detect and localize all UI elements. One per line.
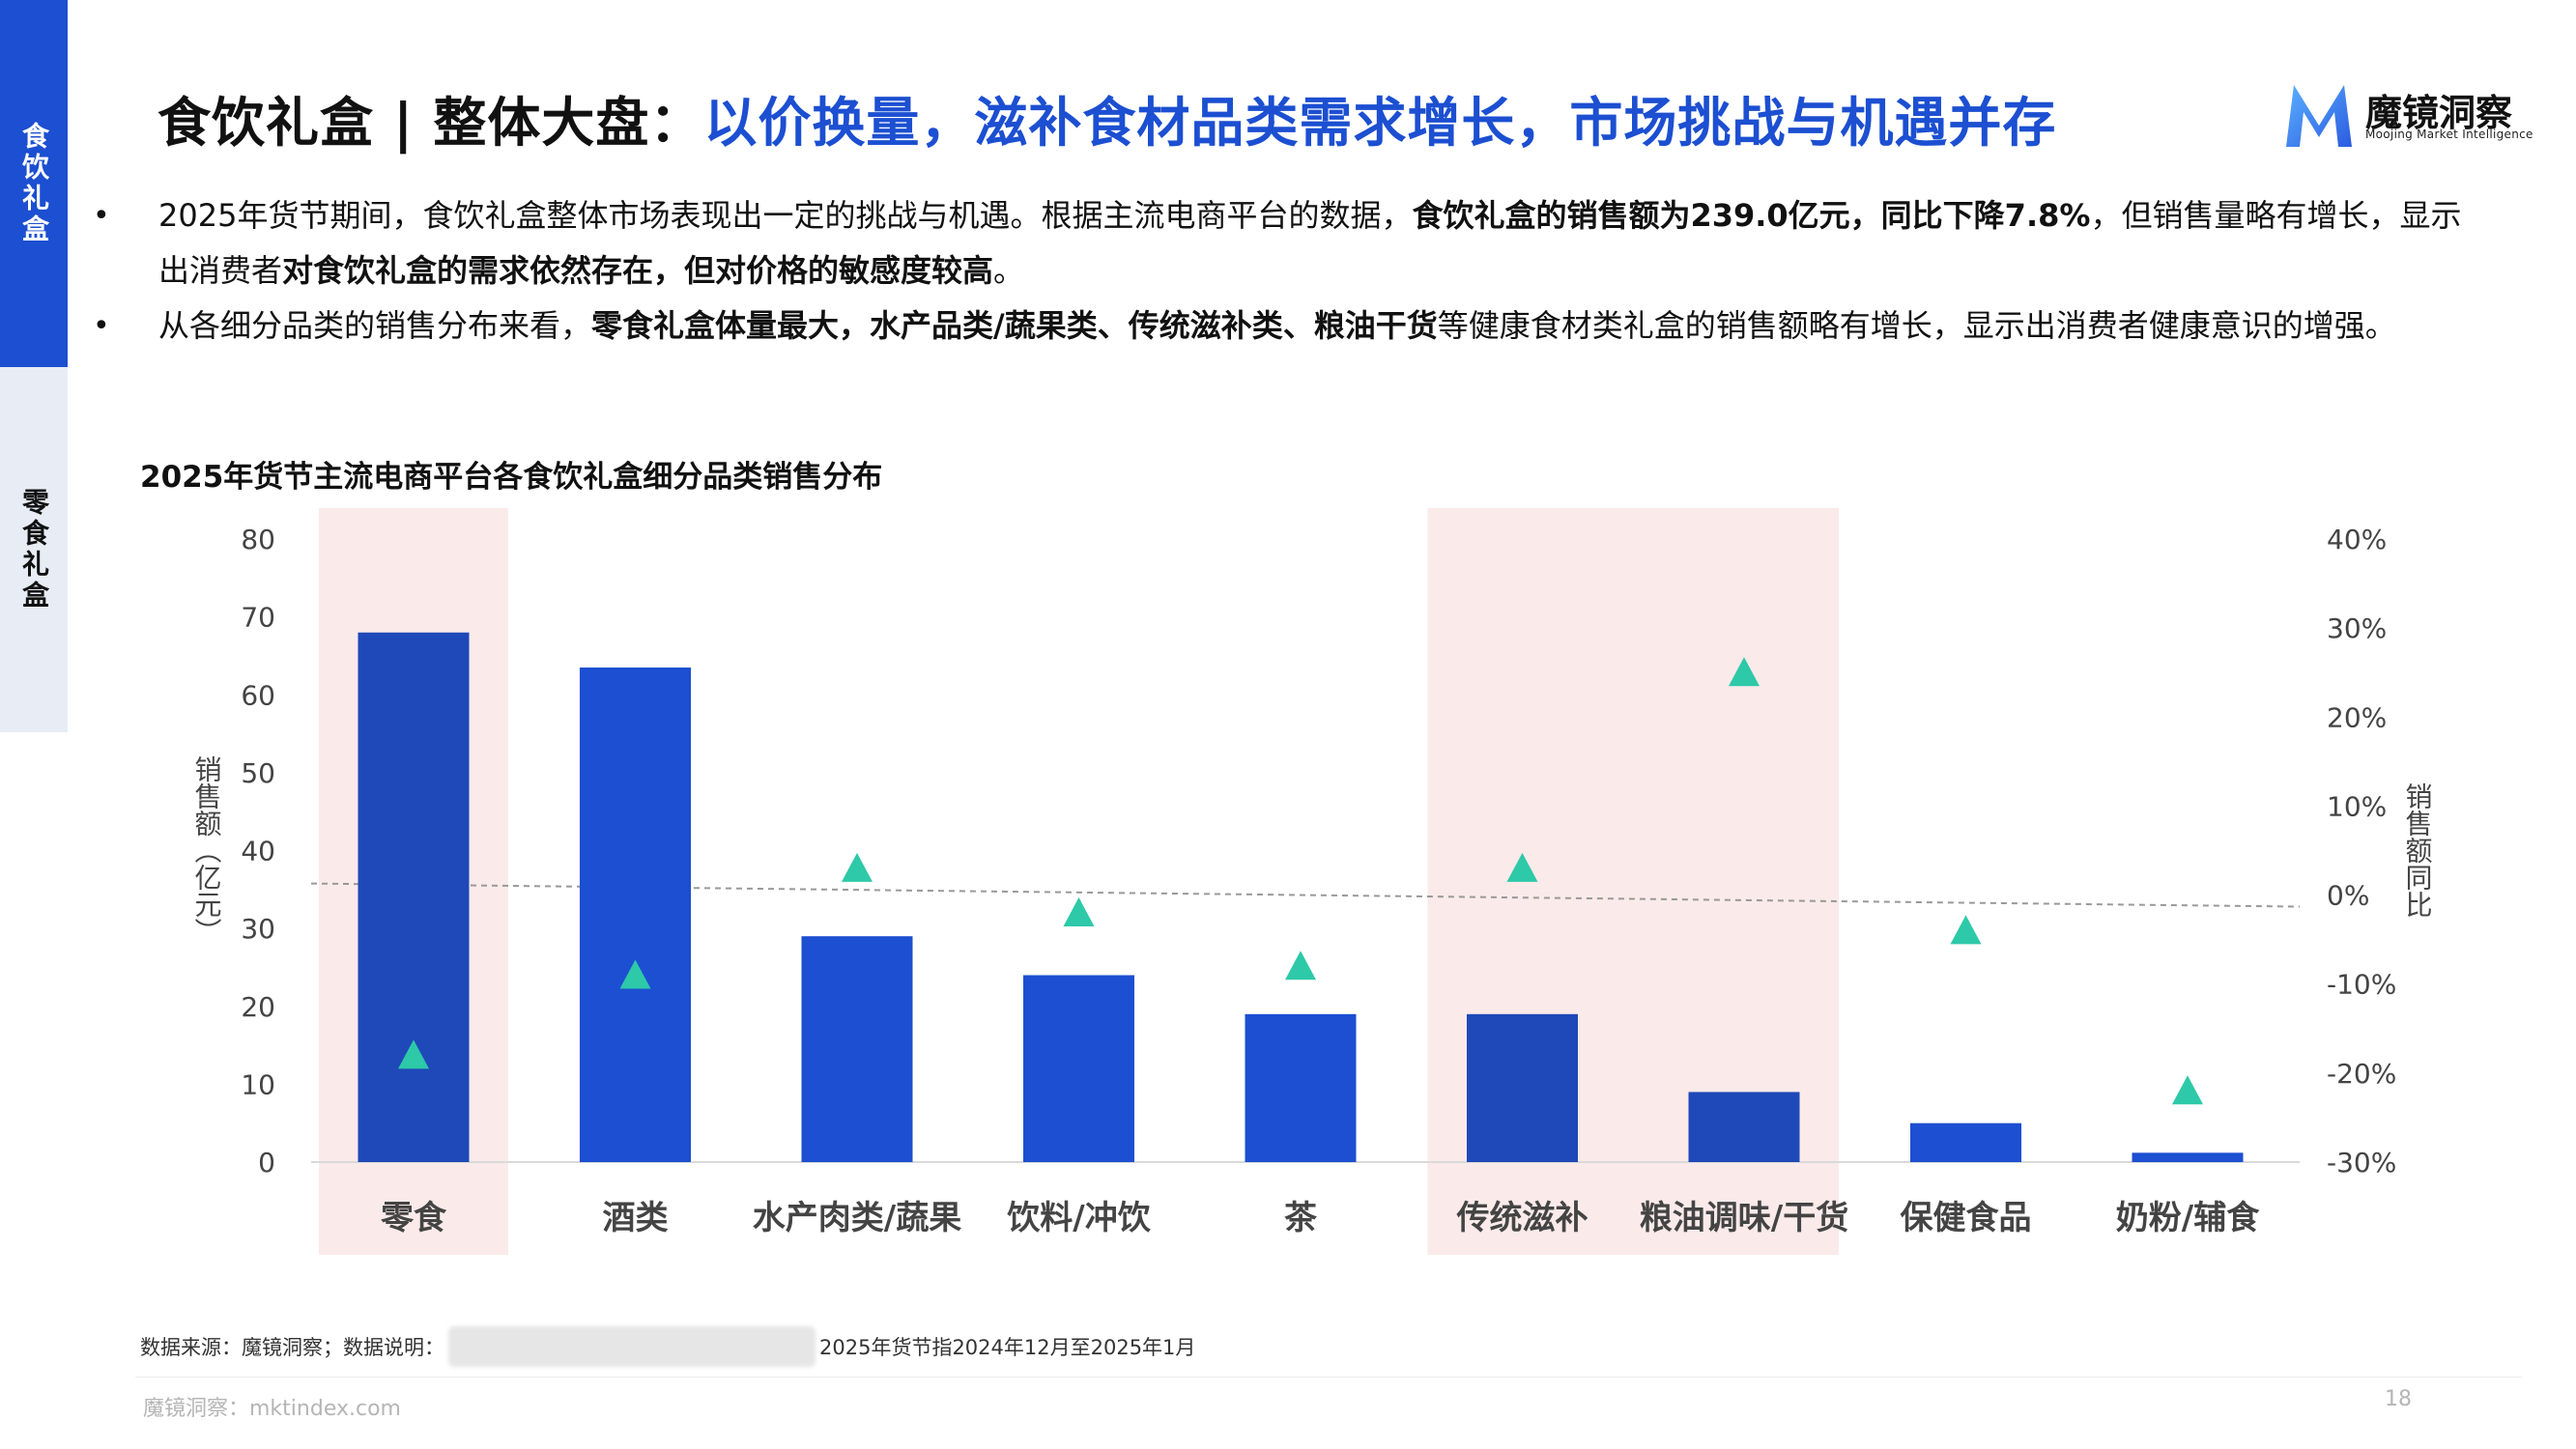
sidebar-tab-snack-gift-box[interactable]: 零食礼盒 <box>0 367 68 732</box>
left-axis-tick-label: 40 <box>241 836 275 867</box>
left-axis-tick-label: 70 <box>241 602 275 634</box>
category-label: 茶 <box>1284 1199 1318 1237</box>
category-label: 奶粉/辅食 <box>2116 1199 2260 1237</box>
redacted-text <box>448 1326 816 1367</box>
right-axis-tick-label: 0% <box>2327 880 2369 912</box>
bullet-bold-text: 食饮礼盒的销售额为239.0亿元，同比下降7.8% <box>1412 197 2091 234</box>
brand-tagline: Moojing Market Intelligence <box>2365 128 2533 141</box>
bullet-item: • 从各细分品类的销售分布来看，零食礼盒体量最大，水产品类/蔬果类、传统滋补类、… <box>93 298 2479 354</box>
source-prefix: 数据来源：魔镜洞察；数据说明： <box>140 1336 444 1359</box>
category-label: 零食 <box>381 1199 447 1237</box>
bar-6 <box>1688 1092 1800 1162</box>
category-label: 饮料/冲饮 <box>1007 1199 1151 1237</box>
category-label: 传统滋补 <box>1456 1199 1589 1237</box>
right-axis-tick-label: 20% <box>2327 701 2387 733</box>
category-label: 水产肉类/蔬果 <box>753 1199 961 1237</box>
yoy-marker-3 <box>1063 897 1095 926</box>
left-axis-tick-label: 80 <box>241 524 275 555</box>
bar-8 <box>2132 1152 2244 1162</box>
title-prefix: 食饮礼盒 | 整体大盘： <box>157 92 704 154</box>
right-axis-tick-label: -30% <box>2327 1147 2396 1179</box>
source-suffix: 2025年货节指2024年12月至2025年1月 <box>819 1336 1196 1359</box>
left-axis-tick-label: 50 <box>241 757 275 789</box>
bullet-dot-icon: • <box>93 309 110 343</box>
yoy-marker-6 <box>1729 657 1760 687</box>
bullet-text: 从各细分品类的销售分布来看， <box>158 307 592 344</box>
left-axis-tick-label: 30 <box>241 913 275 945</box>
bullet-text: 等健康食材类礼盒的销售额略有增长，显示出消费者健康意识的增强。 <box>1437 307 2396 344</box>
page-title: 食饮礼盒 | 整体大盘：以价换量，滋补食材品类需求增长，市场挑战与机遇并存 <box>157 79 2056 156</box>
yoy-marker-0 <box>398 1039 429 1069</box>
sidebar-tab-label: 零食礼盒 <box>18 488 50 611</box>
page-number: 18 <box>2385 1387 2412 1411</box>
data-source-note: 数据来源：魔镜洞察；数据说明： 2025年货节指2024年12月至2025年1月 <box>140 1326 1195 1367</box>
sidebar-tab-label: 食饮礼盒 <box>18 122 50 245</box>
bullet-item: • 2025年货节期间，食饮礼盒整体市场表现出一定的挑战与机遇。根据主流电商平台… <box>93 188 2479 298</box>
left-axis-label: 销售额（亿元） <box>191 755 223 945</box>
yoy-marker-4 <box>1285 951 1316 980</box>
bar-2 <box>801 936 913 1162</box>
sales-distribution-chart: 0 10 20 30 40 50 60 70 80 -30% -20% -10% 0% 10% 20% 30%… <box>191 508 2434 1255</box>
bullet-dot-icon: • <box>93 199 110 233</box>
right-axis-tick-label: 30% <box>2327 612 2387 644</box>
brand-logo: 魔镜洞察 Moojing Market Intelligence <box>2280 77 2541 155</box>
yoy-marker-5 <box>1506 852 1538 882</box>
yoy-marker-8 <box>2172 1075 2203 1105</box>
right-axis-tick-label: 40% <box>2327 524 2387 555</box>
right-axis-tick-label: -10% <box>2327 969 2396 1001</box>
bar-7 <box>1910 1122 2021 1162</box>
bar-0 <box>358 632 470 1162</box>
bar-4 <box>1245 1013 1357 1162</box>
left-axis-tick-label: 0 <box>258 1147 275 1179</box>
bullet-text: 2025年货节期间，食饮礼盒整体市场表现出一定的挑战与机遇。根据主流电商平台的数… <box>158 197 1413 234</box>
category-label: 酒类 <box>603 1199 669 1237</box>
title-highlight: 以价换量，滋补食材品类需求增长，市场挑战与机遇并存 <box>703 92 2057 154</box>
left-axis-tick-label: 20 <box>241 991 275 1023</box>
yoy-marker-1 <box>619 959 651 989</box>
footer-site: 魔镜洞察：mktindex.com <box>143 1397 401 1421</box>
bullet-bold-text: 零食礼盒体量最大，水产品类/蔬果类、传统滋补类、粮油干货 <box>591 307 1438 344</box>
bar-3 <box>1023 975 1134 1162</box>
summary-bullets: • 2025年货节期间，食饮礼盒整体市场表现出一定的挑战与机遇。根据主流电商平台… <box>93 188 2479 354</box>
bar-5 <box>1467 1013 1578 1162</box>
right-axis-tick-label: -20% <box>2327 1058 2396 1090</box>
brand-name: 魔镜洞察 <box>2365 92 2513 134</box>
yoy-marker-7 <box>1950 915 1982 945</box>
sidebar-tab-food-gift-box[interactable]: 食饮礼盒 <box>0 0 68 367</box>
left-axis-tick-label: 60 <box>241 679 275 711</box>
bullet-text: ，但销售量略有增长，显示出消费者 <box>158 197 2462 289</box>
category-label: 粮油调味/干货 <box>1640 1199 1848 1237</box>
brand-m-icon <box>2286 85 2352 147</box>
yoy-marker-2 <box>842 852 873 882</box>
bullet-bold-text: 对食饮礼盒的需求依然存在，但对价格的敏感度较高 <box>282 252 994 289</box>
section-sidebar: 食饮礼盒 零食礼盒 <box>0 0 68 732</box>
bullet-text: 。 <box>993 252 1025 289</box>
footer-divider <box>135 1377 2522 1378</box>
left-axis-tick-label: 10 <box>241 1068 275 1100</box>
category-label: 保健食品 <box>1901 1199 2032 1237</box>
right-axis-label: 销售额同比 <box>2402 782 2434 918</box>
chart-title: 2025年货节主流电商平台各食饮礼盒细分品类销售分布 <box>140 460 883 495</box>
bar-1 <box>580 668 691 1162</box>
right-axis-tick-label: 10% <box>2327 790 2387 822</box>
